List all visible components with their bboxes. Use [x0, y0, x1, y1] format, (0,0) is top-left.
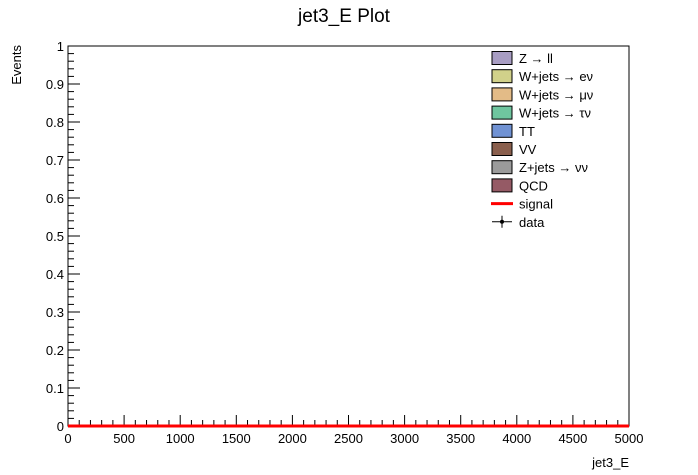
- legend-item: TT: [491, 123, 535, 139]
- x-tick-label: 2000: [278, 431, 307, 446]
- legend-item: QCD: [491, 178, 548, 193]
- legend-swatch: [491, 87, 513, 102]
- y-tick-label: 0.6: [46, 191, 64, 206]
- legend-item: signal: [491, 197, 553, 212]
- chart-title: jet3_E Plot: [297, 6, 391, 27]
- y-tick-label: 0.8: [46, 115, 64, 130]
- legend-item: Z+jets → νν: [491, 160, 588, 175]
- legend: Z → ll W+jets → eν W+jets → μν W+jets → τν T…: [491, 51, 593, 230]
- x-tick-label: 4000: [502, 431, 531, 446]
- legend-label: QCD: [519, 178, 548, 193]
- y-tick-label: 0.9: [46, 77, 64, 92]
- y-axis: 0 0.1 0.2 0.3 0.4 0.5 0.6 0.7 0.8 0.9 1: [46, 39, 80, 434]
- y-tick-label: 1: [57, 39, 64, 54]
- x-tick-label: 500: [113, 431, 135, 446]
- y-tick-label: 0.2: [46, 343, 64, 358]
- y-tick-label: 0: [57, 419, 64, 434]
- y-tick-label: 0.1: [46, 381, 64, 396]
- y-tick-label: 0.4: [46, 267, 64, 282]
- legend-marker-dot: [500, 219, 504, 224]
- y-tick-label: 0.7: [46, 153, 64, 168]
- legend-label: Z+jets → νν: [519, 160, 588, 175]
- x-tick-label: 1000: [166, 431, 195, 446]
- x-tick-label: 0: [64, 431, 71, 446]
- x-tick-label: 1500: [222, 431, 251, 446]
- legend-label: Z → ll: [519, 51, 553, 66]
- legend-label: TT: [519, 124, 535, 139]
- legend-swatch: [491, 51, 513, 65]
- legend-item: Z → ll: [491, 51, 553, 66]
- legend-swatch: [491, 123, 513, 138]
- legend-item: W+jets → eν: [491, 69, 593, 84]
- legend-swatch: [491, 142, 513, 156]
- legend-swatch: [491, 160, 513, 175]
- legend-swatch: [491, 178, 513, 193]
- legend-label: W+jets → τν: [519, 106, 591, 121]
- y-tick-label: 0.5: [46, 229, 64, 244]
- legend-swatch: [491, 105, 513, 120]
- legend-label: W+jets → μν: [519, 87, 593, 102]
- y-tick-label: 0.3: [46, 305, 64, 320]
- legend-item: W+jets → μν: [491, 87, 593, 102]
- x-axis-label: jet3_E: [591, 455, 629, 470]
- legend-item: data: [492, 215, 545, 230]
- legend-swatch: [491, 69, 513, 84]
- x-tick-label: 5000: [615, 431, 644, 446]
- plot-frame: [67, 45, 630, 427]
- legend-label: W+jets → eν: [519, 69, 593, 84]
- y-axis-label: Events: [9, 45, 24, 85]
- x-tick-label: 4500: [558, 431, 587, 446]
- x-tick-label: 3500: [446, 431, 475, 446]
- legend-label: signal: [519, 197, 553, 212]
- x-axis: 0 500 1000 1500 2000 2500 3000 3500 4000 4500 5000: [64, 415, 643, 446]
- legend-label: data: [519, 215, 545, 230]
- legend-item: W+jets → τν: [491, 105, 591, 121]
- legend-item: VV: [491, 142, 537, 157]
- x-tick-label: 2500: [334, 431, 363, 446]
- legend-label: VV: [519, 142, 537, 157]
- x-tick-label: 3000: [390, 431, 419, 446]
